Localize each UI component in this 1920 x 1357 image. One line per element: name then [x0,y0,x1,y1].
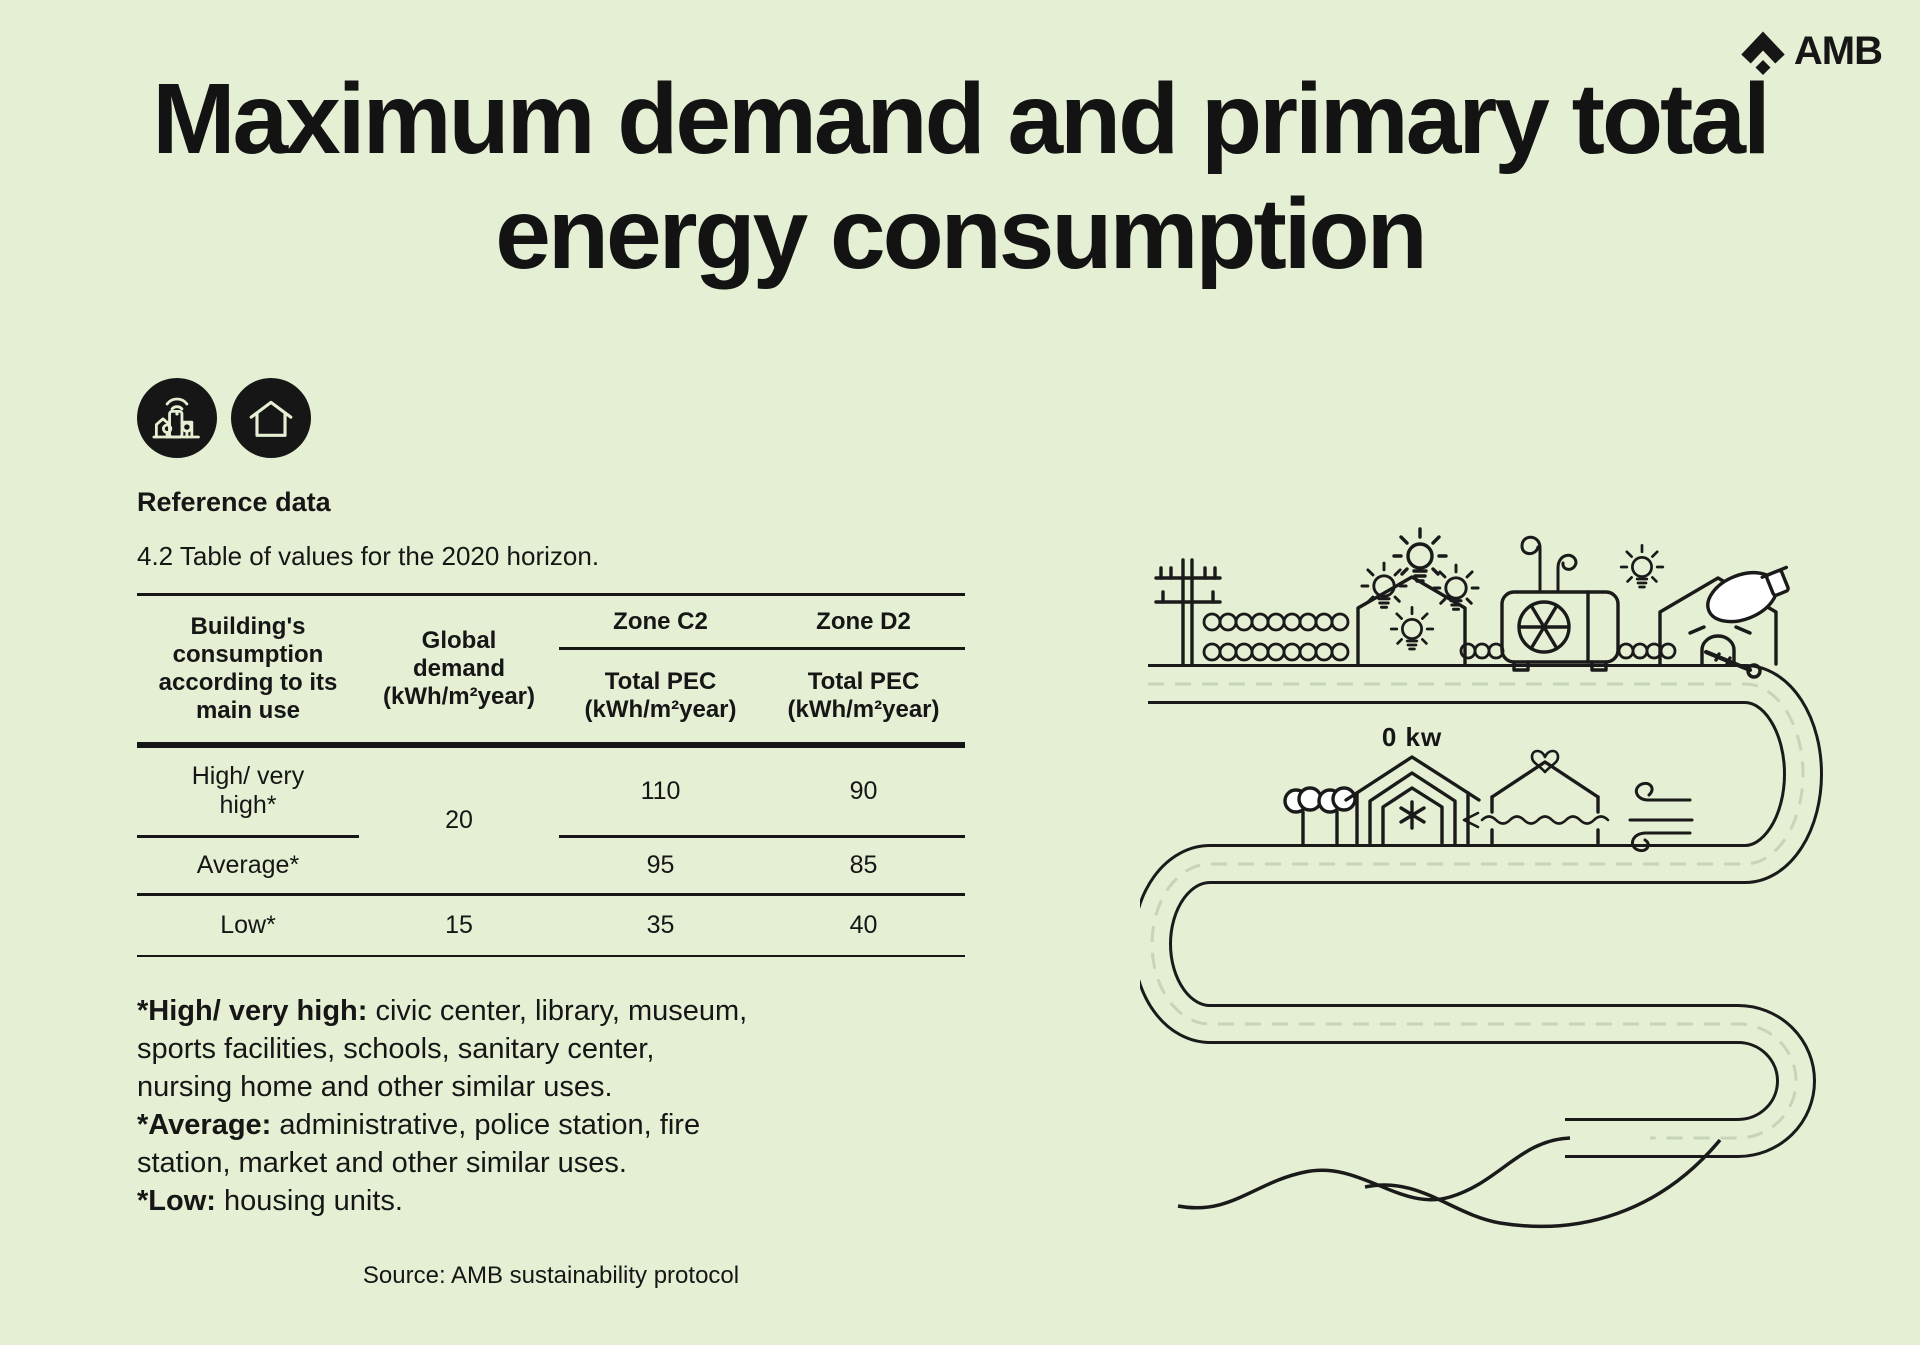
source-note: Source: AMB sustainability protocol [362,1262,740,1289]
section-heading: Reference data [137,487,331,517]
pec-c2-unit: (kWh/m²year) [584,695,737,723]
cell-c2-average: 95 [559,836,762,896]
amb-logo-text: AMB [1793,28,1883,73]
road-thread-1 [1177,1136,1571,1210]
power-pole [1154,558,1222,666]
winding-road [1140,664,1823,1229]
home-icon [231,378,311,458]
topic-icons [137,378,311,458]
zero-kw-label: 0 kw [1381,722,1443,752]
footnote-low: *Low: housing units. [137,1185,403,1217]
col-header-pec-d2: Total PEC (kWh/m²year) [762,648,965,748]
col-header-building-use: Building's consumption according to its … [137,593,359,748]
lightbulb-house [1356,527,1480,666]
row-label-average: Average* [137,836,359,896]
cell-d2-high: 90 [762,744,965,838]
cell-d2-average: 85 [762,836,965,896]
row-label-high: High/ very high* [137,744,359,838]
col-header-zone-c2: Zone C2 [559,593,762,650]
page-title-line1: Maximum demand and primary total [152,63,1770,175]
bottom-strip [0,1345,1920,1357]
cell-d2-low: 40 [762,894,965,957]
trees [1283,786,1357,845]
amb-logo: AMB [1740,26,1883,76]
ice-pack [1706,565,1790,624]
table-caption: 4.2 Table of values for the 2020 horizon… [137,541,600,571]
values-table: Building's consumption according to its … [137,593,965,957]
heart-icon [1530,749,1560,774]
amb-chevron-icon [1741,31,1785,75]
pec-d2-unit: (kWh/m²year) [787,695,940,723]
page-title-line2: energy consumption [495,178,1427,290]
footnote-high: *High/ very high: civic center, library,… [137,995,748,1103]
table-row-low: Low* 15 35 40 [137,894,965,957]
page-title: Maximum demand and primary total energy … [0,62,1920,292]
col-header-pec-c2: Total PEC (kWh/m²year) [559,648,762,748]
air-conditioner [1500,535,1620,672]
footnote-average: *Average: administrative, police station… [137,1109,701,1179]
cell-global-high-avg: 20 [359,744,559,896]
col-header-global-demand: Global demand (kWh/m²year) [359,593,559,748]
table-row-average: Average* 95 85 [137,836,965,896]
footnotes: *High/ very high: civic center, library,… [137,992,749,1220]
pec-d2-label: Total PEC [807,667,920,695]
cell-c2-high: 110 [559,744,762,838]
cell-global-low: 15 [359,894,559,957]
row-label-low: Low* [137,894,359,957]
wire-coils-right [1459,642,1677,660]
eco-house [1344,755,1481,845]
pec-c2-label: Total PEC [604,667,717,695]
small-bulb-icon [1619,544,1665,589]
global-demand-unit: (kWh/m²year) [382,682,536,710]
col-header-zone-d2: Zone D2 [762,593,965,650]
wire-coils-left [1202,612,1350,662]
ventilated-house [1462,749,1610,845]
energy-road-illustration [1140,527,1823,1229]
table-row-high: High/ very high* 20 110 90 [137,744,965,896]
wind-swirls [1628,781,1694,853]
smart-city-icon [137,378,217,458]
global-demand-label: Global demand [412,626,505,682]
road-thread-2 [1364,1138,1722,1229]
cell-c2-low: 35 [559,894,762,957]
sick-house [1658,565,1790,679]
